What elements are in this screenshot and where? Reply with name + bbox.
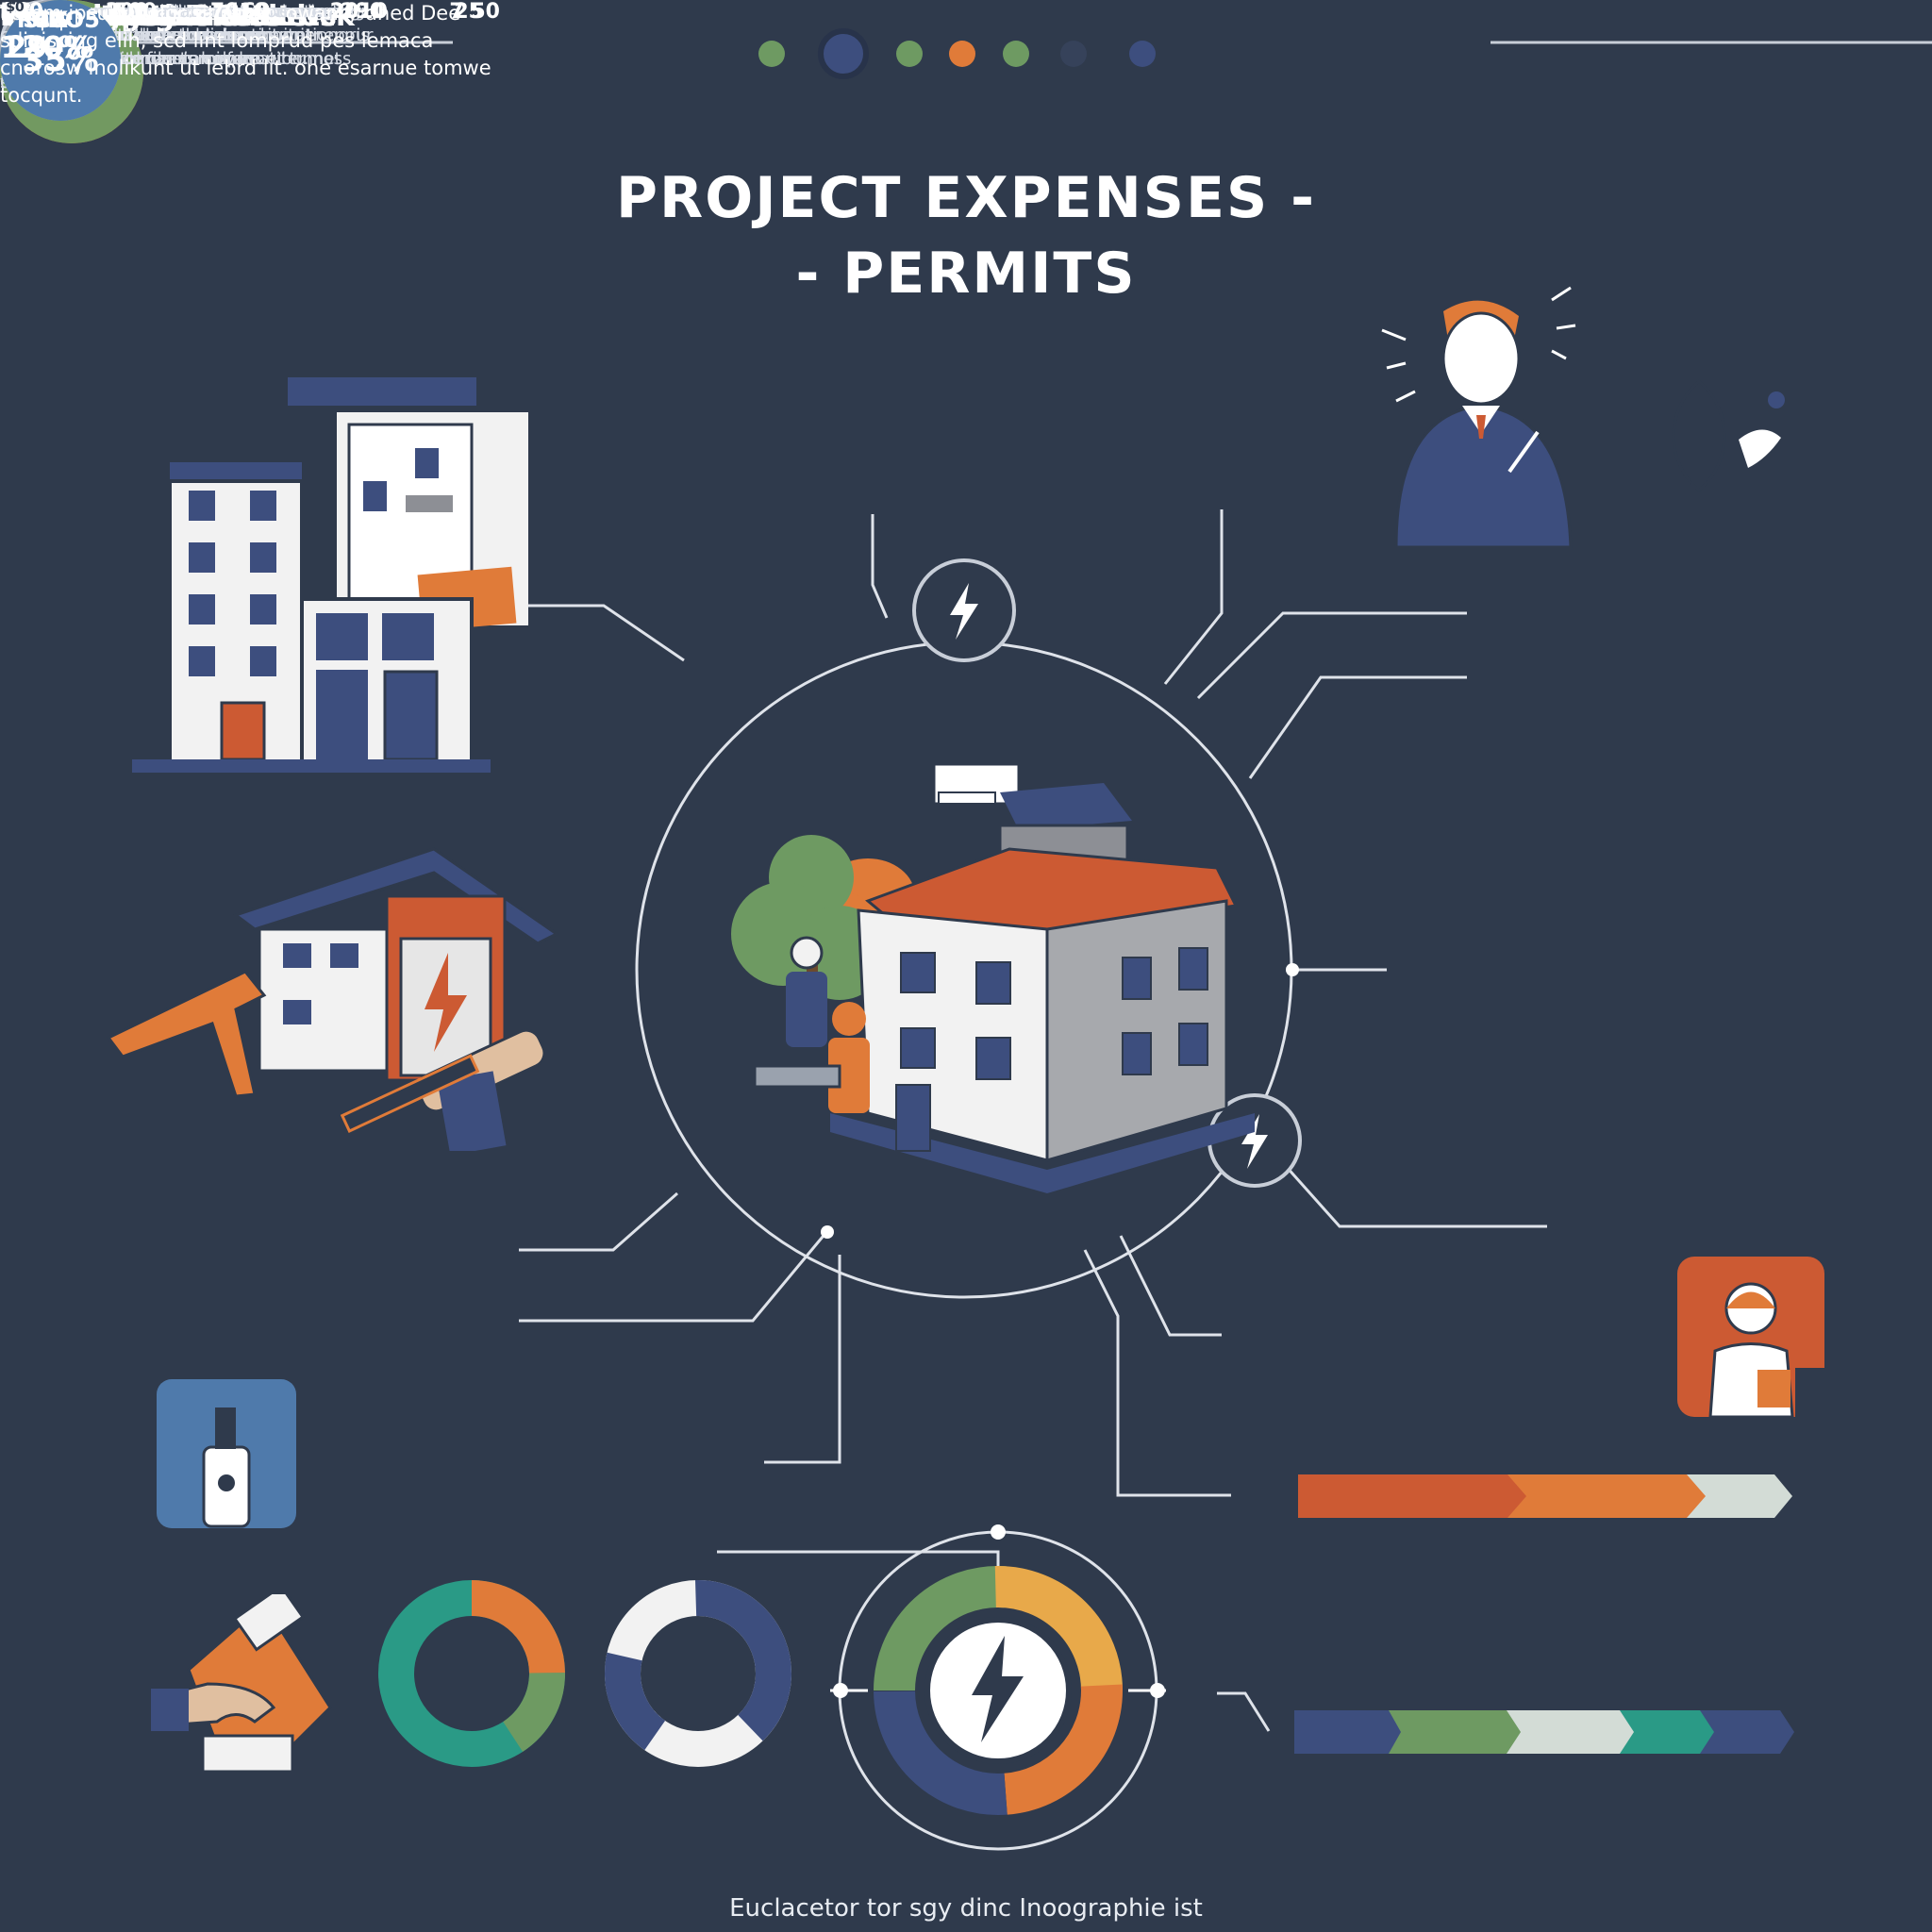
bar1-tick-3: 7010	[209, 0, 269, 24]
donut-1-center: 120%	[0, 0, 94, 94]
bar2-segment-5: $	[34, 7, 51, 33]
donut-1-value: 120%	[0, 29, 94, 65]
bar2-left-label: S6	[0, 0, 30, 24]
page-title: PROJECT EXPENSES - - PERMITS	[0, 160, 1932, 311]
inspector-card-icon	[1677, 1257, 1824, 1417]
bar1-tick-2: 300	[105, 0, 149, 24]
bubble-35-value: 35%	[22, 42, 99, 79]
electrical-house-illustration	[106, 847, 559, 1151]
title-line-2: - PERMITS	[795, 241, 1137, 307]
bar-description: Lorem ipsum dolor sit amet, owanry dned …	[0, 2, 491, 107]
bar2-tick-2: 500	[113, 0, 158, 24]
bolt-icon	[912, 558, 1016, 662]
bar1-ticks: 150 300 7010 2010 7 50	[0, 0, 500, 24]
donut-2-label: S3	[0, 0, 30, 24]
bar2-segment-2: 70	[33, 7, 66, 33]
bar2-tick-1: 500	[0, 0, 43, 24]
bar1-segment-1: SIRO5	[23, 7, 100, 33]
donut-1-label: SS	[0, 0, 29, 24]
building-illustration	[132, 377, 528, 773]
person-illustration	[1381, 286, 1576, 549]
dot-2	[818, 28, 869, 79]
bar2-shape	[1294, 1710, 1794, 1754]
bar2-tick-3: 160	[226, 0, 271, 24]
donut-chart-2	[605, 1580, 791, 1767]
bar2-segment-3: 02	[33, 7, 66, 33]
donut-2-value: 29 %	[6, 29, 89, 65]
hand-illustration	[151, 1594, 332, 1774]
bar1-segment-2: $	[53, 7, 70, 33]
key-card-icon	[157, 1379, 296, 1528]
dot-6	[1060, 41, 1087, 67]
donut-2-center: 29 %	[0, 0, 94, 94]
bar1-shape	[1298, 1474, 1792, 1518]
bubble-35: 35%	[0, 0, 121, 121]
bar2-ticks: 500 500 160 290 25	[0, 0, 483, 24]
hand-label: ST	[0, 0, 29, 24]
bar1-tick-4: 2010	[329, 0, 388, 24]
central-house-illustration	[731, 762, 1255, 1193]
dot-7	[1129, 41, 1156, 67]
bar1-left-label: S6	[0, 0, 30, 24]
gauge-center-label: $0	[6, 0, 25, 15]
dot-5	[1003, 41, 1029, 67]
donut-chart-1	[378, 1580, 565, 1767]
gauge-chart	[830, 1524, 1166, 1851]
bar1-tick-5: 7 50	[449, 0, 500, 24]
bar2-tick-4: 290	[341, 0, 384, 24]
venn-overlap	[1672, 379, 1785, 492]
dot-1	[758, 41, 785, 67]
footer-text: Euclacetor tor sgy dinc Inoographie ist	[729, 1894, 1203, 1923]
bar2-segment-1: RCX	[16, 7, 69, 33]
top-decoration	[0, 28, 1932, 79]
dot-4	[949, 41, 975, 67]
title-line-1: PROJECT EXPENSES -	[616, 165, 1316, 231]
bar1-tick-1: 150	[0, 0, 43, 24]
bar2-tick-5: 25	[454, 0, 483, 24]
dot-3	[896, 41, 923, 67]
